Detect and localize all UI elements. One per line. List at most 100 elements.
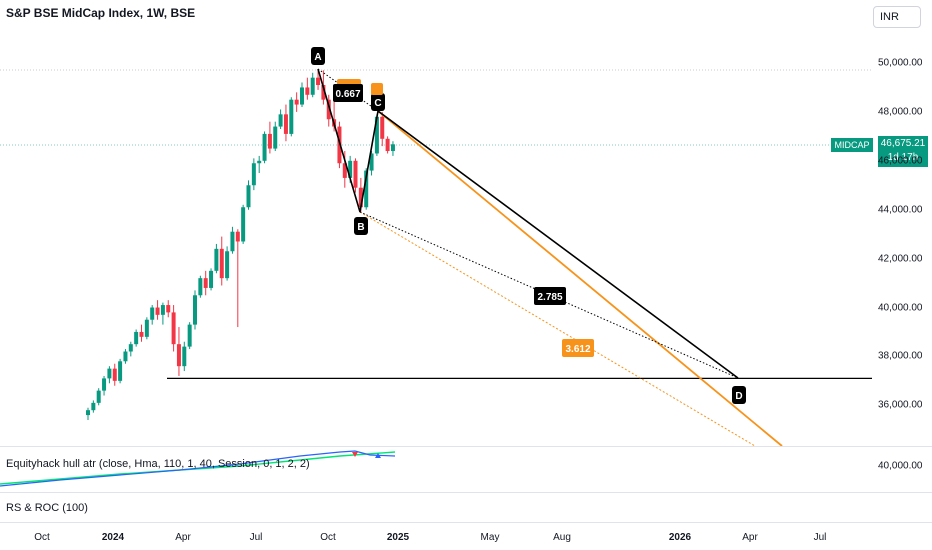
candle-body xyxy=(150,307,155,320)
candle-body xyxy=(390,144,395,152)
ratio-label: 0.667 xyxy=(333,84,363,102)
candle-body xyxy=(86,410,90,416)
hull-scale-label: 40,000.00 xyxy=(878,460,923,472)
candle-body xyxy=(257,160,262,164)
candle-body xyxy=(267,133,272,149)
candle-body xyxy=(278,114,283,127)
candle-body xyxy=(348,160,353,178)
point-label-box xyxy=(732,386,746,404)
y-tick-label: 42,000.00 xyxy=(878,253,923,265)
candle-body xyxy=(310,77,315,95)
y-tick-label: 44,000.00 xyxy=(878,204,923,216)
candle-body xyxy=(102,378,107,391)
point-label-box xyxy=(311,47,325,65)
candle-body xyxy=(369,153,374,171)
x-tick-label: Apr xyxy=(742,532,758,543)
candle-body xyxy=(219,248,224,279)
candle-body xyxy=(342,163,347,178)
last-price-badge: 46,675.21 1d 17h xyxy=(878,136,928,167)
ratio-label-text: 3.612 xyxy=(565,344,590,355)
point-label-text: D xyxy=(735,391,742,402)
candle-body xyxy=(246,185,251,208)
x-tick-label: May xyxy=(480,532,500,543)
x-tick-label: 2024 xyxy=(101,532,125,543)
point-label-box xyxy=(354,217,368,235)
x-tick-label: Jul xyxy=(249,532,263,543)
candle-body xyxy=(316,77,321,86)
pane-separator-1[interactable] xyxy=(0,446,932,447)
candle-body xyxy=(374,116,379,154)
candle-body xyxy=(235,231,240,242)
x-tick-label: Apr xyxy=(175,532,191,543)
candle-body xyxy=(107,368,112,379)
candle-body xyxy=(273,126,278,149)
candle-body xyxy=(283,114,288,134)
bar-countdown: 1d 17h xyxy=(887,152,919,163)
candle-body xyxy=(230,231,235,252)
candle-body xyxy=(262,133,267,161)
candle-body xyxy=(225,251,230,279)
candle-body xyxy=(337,126,342,164)
y-tick-label: 46,000.00 xyxy=(878,155,923,167)
y-tick-label: 48,000.00 xyxy=(878,106,923,118)
candle-body xyxy=(139,331,144,337)
candle-body xyxy=(251,163,256,186)
candle-body xyxy=(155,307,160,315)
y-tick-label: 50,000.00 xyxy=(878,57,923,69)
candle-body xyxy=(187,324,192,347)
candle-body xyxy=(380,116,385,139)
hull-signal-up xyxy=(375,453,381,458)
point-label-d: D xyxy=(732,386,746,404)
x-tick-label: Oct xyxy=(34,532,50,543)
hull-ma-line-green xyxy=(0,451,396,485)
last-price: 46,675.21 xyxy=(880,138,926,149)
hull-indicator-label[interactable]: Equityhack hull atr (close, Hma, 110, 1,… xyxy=(6,458,310,470)
candle-body xyxy=(128,344,133,352)
ratio-label-text: 2.785 xyxy=(537,292,562,303)
hull-ma-line-blue xyxy=(0,450,396,487)
candle-body xyxy=(134,331,139,345)
point-label-text: A xyxy=(314,52,321,63)
target-line-b xyxy=(359,211,756,447)
point-label-b: B xyxy=(354,217,368,235)
candle-body xyxy=(300,87,304,105)
candle-body xyxy=(305,87,310,95)
x-tick-label: 2026 xyxy=(668,532,692,543)
ratio-label-text: 0.667 xyxy=(335,89,360,100)
time-axis-separator xyxy=(0,522,932,523)
currency-selector[interactable]: INR xyxy=(873,6,921,28)
rs-roc-indicator-label[interactable]: RS & ROC (100) xyxy=(6,502,88,514)
ratio-label-box xyxy=(562,339,594,357)
chart-title: S&P BSE MidCap Index, 1W, BSE xyxy=(6,6,196,20)
candle-body xyxy=(198,278,203,296)
candle-body xyxy=(182,346,187,367)
candle-body xyxy=(385,138,390,152)
ratio-label: 2.785 xyxy=(534,287,566,305)
candle-body xyxy=(289,99,294,134)
candle-body xyxy=(193,295,197,325)
ratio-label: 3.612 xyxy=(562,339,594,357)
bd-connector xyxy=(359,211,739,379)
candle-body xyxy=(123,351,128,362)
point-label-text: B xyxy=(357,222,364,233)
candle-body xyxy=(364,170,369,208)
candle-body xyxy=(326,99,331,120)
candle-body xyxy=(166,305,171,313)
candle-body xyxy=(91,402,96,411)
candle-body xyxy=(176,344,181,367)
candle-body xyxy=(358,187,363,208)
x-tick-label: 2025 xyxy=(386,532,410,543)
hull-signal-down xyxy=(352,452,358,457)
pane-separator-2[interactable] xyxy=(0,492,932,493)
candle-body xyxy=(353,160,358,188)
ratio-label-box xyxy=(333,84,363,102)
candle-body xyxy=(321,85,326,100)
candle-body xyxy=(160,305,165,315)
candle-body xyxy=(112,368,117,381)
point-label-box xyxy=(371,93,385,111)
candle-body xyxy=(171,312,176,345)
candle-body xyxy=(241,207,246,242)
candle-body xyxy=(214,248,219,271)
